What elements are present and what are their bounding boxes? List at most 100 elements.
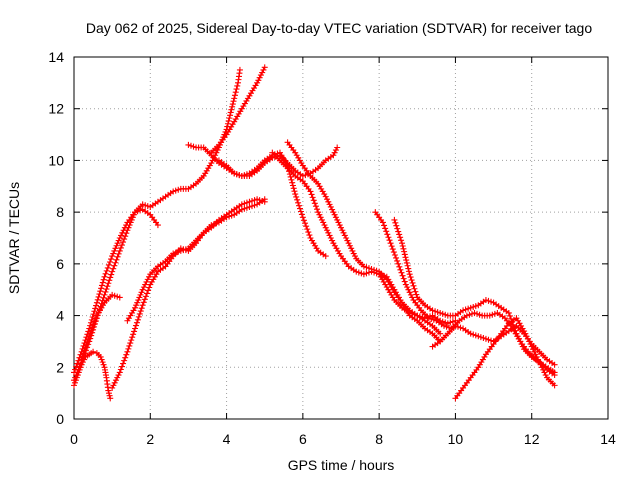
data-point xyxy=(100,276,107,283)
y-tick-label: 10 xyxy=(48,152,64,168)
data-point xyxy=(308,191,315,198)
data-point xyxy=(142,281,149,288)
data-point xyxy=(71,379,78,386)
data-point xyxy=(228,106,235,113)
data-point xyxy=(139,286,146,293)
series-2 xyxy=(71,206,161,376)
data-point xyxy=(208,160,215,167)
data-point xyxy=(320,219,327,226)
data-point xyxy=(113,256,120,263)
data-point xyxy=(109,253,116,260)
data-point xyxy=(114,374,121,381)
data-point xyxy=(391,251,398,258)
data-point xyxy=(91,318,98,325)
data-point xyxy=(231,92,238,99)
data-point xyxy=(115,372,122,379)
data-point xyxy=(229,101,236,108)
data-point xyxy=(306,232,313,239)
data-point xyxy=(99,359,106,366)
data-point xyxy=(394,257,401,264)
data-point xyxy=(379,219,386,226)
data-point xyxy=(136,310,143,317)
data-point xyxy=(339,227,346,234)
data-point xyxy=(330,152,337,159)
data-point xyxy=(118,242,125,249)
data-point xyxy=(109,384,116,391)
data-point xyxy=(116,235,123,241)
x-tick-label: 12 xyxy=(524,431,540,447)
data-point xyxy=(336,222,343,229)
data-point xyxy=(111,262,118,269)
data-point xyxy=(392,219,399,226)
data-point xyxy=(513,330,520,337)
data-point xyxy=(522,330,529,337)
data-point xyxy=(289,179,296,186)
x-tick-label: 4 xyxy=(223,431,231,447)
data-point xyxy=(110,265,117,272)
data-point xyxy=(260,66,267,73)
data-point xyxy=(405,265,412,272)
data-point xyxy=(330,209,337,216)
data-point xyxy=(124,227,131,234)
data-point xyxy=(340,229,347,236)
x-tick-label: 2 xyxy=(146,431,154,447)
data-point xyxy=(404,284,411,291)
data-point xyxy=(232,89,239,96)
data-point xyxy=(400,245,407,252)
data-point xyxy=(510,321,517,328)
data-point xyxy=(122,233,129,240)
data-point xyxy=(116,369,123,376)
data-point xyxy=(129,334,136,341)
data-point xyxy=(303,223,310,230)
data-point xyxy=(88,327,95,334)
y-tick-label: 6 xyxy=(56,256,64,272)
x-tick-label: 14 xyxy=(600,431,616,447)
data-point xyxy=(100,361,107,368)
data-point xyxy=(532,351,539,358)
data-point xyxy=(410,282,417,289)
data-point xyxy=(537,361,544,368)
data-point xyxy=(315,209,322,216)
data-point xyxy=(345,240,352,247)
data-point xyxy=(71,382,77,389)
data-point xyxy=(117,366,124,373)
data-point xyxy=(316,211,323,218)
data-point xyxy=(103,267,110,274)
data-point xyxy=(126,222,133,229)
data-point xyxy=(551,382,558,389)
series-5 xyxy=(109,196,268,391)
data-point xyxy=(114,253,121,260)
data-point xyxy=(137,308,144,315)
data-point xyxy=(121,357,128,364)
data-point xyxy=(77,361,84,368)
data-point xyxy=(76,364,83,371)
chart-title: Day 062 of 2025, Sidereal Day-to-day VTE… xyxy=(86,20,593,36)
data-point xyxy=(289,182,296,189)
x-tick-label: 10 xyxy=(448,431,464,447)
data-point xyxy=(74,369,81,376)
data-point xyxy=(143,278,150,285)
data-point xyxy=(393,254,400,261)
data-point xyxy=(118,232,125,239)
data-point xyxy=(130,211,137,218)
data-point xyxy=(343,235,350,241)
data-point xyxy=(290,185,297,192)
data-point xyxy=(348,245,355,252)
data-point xyxy=(141,296,148,303)
data-point xyxy=(89,314,96,321)
data-point xyxy=(85,336,92,343)
data-point xyxy=(99,279,106,286)
data-point xyxy=(225,117,232,124)
series-9 xyxy=(215,149,329,260)
data-point xyxy=(311,200,318,207)
data-point xyxy=(112,245,119,252)
data-point xyxy=(72,374,79,381)
data-point xyxy=(396,231,403,238)
data-point xyxy=(386,237,393,244)
data-point xyxy=(521,328,528,335)
data-point xyxy=(402,281,409,288)
data-point xyxy=(105,387,112,394)
data-point xyxy=(93,302,100,309)
data-point xyxy=(389,246,396,253)
data-point xyxy=(90,321,97,328)
